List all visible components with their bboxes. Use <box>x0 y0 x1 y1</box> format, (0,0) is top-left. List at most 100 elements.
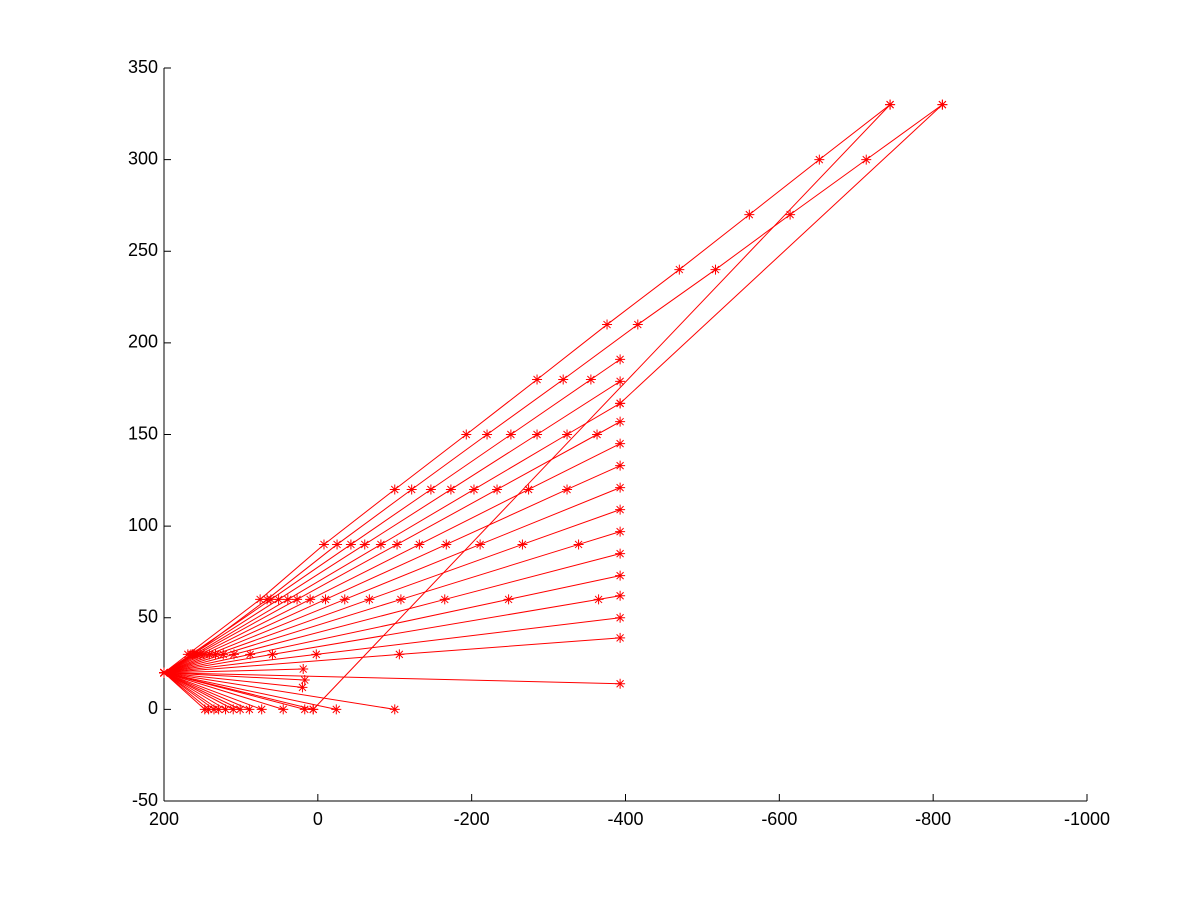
data-point <box>364 594 375 605</box>
series-line <box>163 672 234 710</box>
data-point <box>441 539 452 550</box>
data-point <box>273 594 284 605</box>
series-line <box>163 672 219 710</box>
series-line <box>163 672 284 710</box>
data-point <box>292 594 303 605</box>
y-tick-label: 200 <box>128 332 158 352</box>
data-point <box>615 504 626 515</box>
data-point <box>562 429 573 440</box>
data-point <box>503 594 514 605</box>
data-point <box>615 398 626 409</box>
y-tick-label: 150 <box>128 423 158 443</box>
x-tick-label: -1000 <box>1064 809 1110 829</box>
series-line <box>163 104 943 674</box>
y-tick-label: 100 <box>128 515 158 535</box>
x-tick-label: -800 <box>915 809 951 829</box>
data-point <box>615 438 626 449</box>
series-line <box>163 465 621 674</box>
data-point <box>203 704 214 715</box>
data-point <box>710 264 721 275</box>
data-point <box>615 548 626 559</box>
data-point <box>615 612 626 623</box>
x-tick-label: -200 <box>454 809 490 829</box>
data-point <box>320 594 331 605</box>
data-point <box>615 632 626 643</box>
data-point <box>235 704 246 715</box>
data-point <box>392 539 403 550</box>
data-point <box>425 484 436 495</box>
data-point <box>593 594 604 605</box>
series-line <box>163 672 241 710</box>
series-line <box>312 104 891 710</box>
data-point <box>213 704 224 715</box>
series-line <box>163 672 209 710</box>
data-point <box>674 264 685 275</box>
data-point <box>282 594 293 605</box>
data-point <box>615 678 626 689</box>
series-line <box>619 104 943 404</box>
data-point <box>592 429 603 440</box>
data-point <box>359 539 370 550</box>
data-point <box>558 374 569 385</box>
data-point <box>299 704 310 715</box>
data-point <box>267 649 278 660</box>
series-line <box>163 575 621 674</box>
data-point <box>885 99 896 110</box>
data-point <box>414 539 425 550</box>
data-point <box>299 675 310 686</box>
data-point <box>445 484 456 495</box>
series-line <box>163 672 395 710</box>
data-point <box>814 154 825 165</box>
data-point <box>389 704 400 715</box>
data-point <box>332 539 343 550</box>
data-point <box>204 649 215 660</box>
data-point <box>305 594 316 605</box>
data-point <box>255 594 266 605</box>
y-tick-label: 350 <box>128 57 158 77</box>
x-tick-label: -600 <box>761 809 797 829</box>
data-point <box>573 539 584 550</box>
data-point <box>505 429 516 440</box>
data-point <box>517 539 528 550</box>
series-line <box>163 104 891 674</box>
series-line <box>163 672 226 710</box>
data-point <box>439 594 450 605</box>
series-line <box>163 553 621 674</box>
data-point <box>861 154 872 165</box>
data-point <box>345 539 356 550</box>
data-point <box>562 484 573 495</box>
y-tick-label: 300 <box>128 148 158 168</box>
data-point <box>394 649 405 660</box>
y-tick-label: 0 <box>148 698 158 718</box>
data-point <box>523 484 534 495</box>
data-point <box>228 704 239 715</box>
series-line <box>163 672 262 710</box>
data-point <box>785 209 796 220</box>
data-point <box>256 704 267 715</box>
y-tick-label: -50 <box>132 790 158 810</box>
x-tick-label: -400 <box>607 809 643 829</box>
series-line <box>163 672 314 710</box>
series-line <box>163 443 621 674</box>
data-point <box>632 319 643 330</box>
data-point <box>375 539 386 550</box>
data-point <box>297 682 308 693</box>
x-tick-label: 200 <box>149 809 179 829</box>
data-point <box>615 416 626 427</box>
data-point <box>406 484 417 495</box>
data-point <box>585 374 596 385</box>
data-point <box>475 539 486 550</box>
data-point <box>615 354 626 365</box>
series-line <box>163 672 305 681</box>
series-line <box>163 672 621 685</box>
data-point <box>220 704 231 715</box>
data-point <box>265 594 276 605</box>
data-point <box>395 594 406 605</box>
data-point <box>602 319 613 330</box>
data-point <box>389 484 400 495</box>
x-tick-label: 0 <box>313 809 323 829</box>
data-point <box>278 704 289 715</box>
